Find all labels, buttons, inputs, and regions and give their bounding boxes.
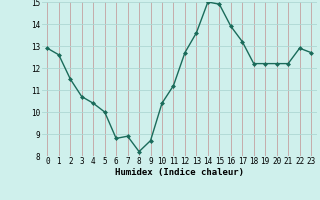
X-axis label: Humidex (Indice chaleur): Humidex (Indice chaleur) (115, 168, 244, 177)
